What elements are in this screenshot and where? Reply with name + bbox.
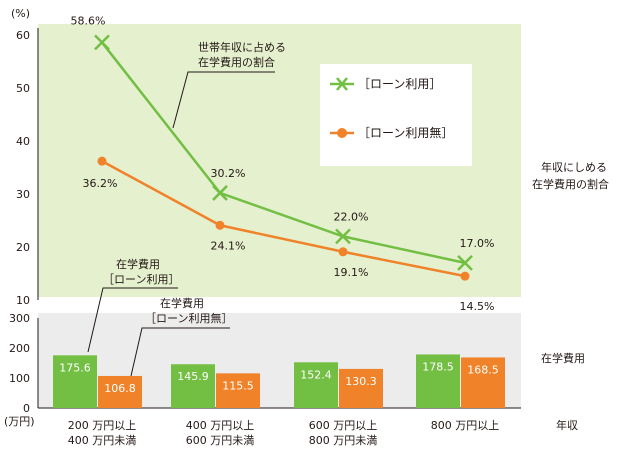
bar-no-loan	[216, 373, 260, 408]
line-loan-label: 17.0%	[460, 237, 495, 250]
bar-side-label: 在学費用	[541, 351, 585, 365]
line-y-tick-label: 30	[16, 188, 30, 201]
bar-callout-no-loan: 在学費用 ［ローン利用無］	[130, 296, 232, 377]
bar-loan-value: 175.6	[59, 361, 91, 374]
line-y-ticks: 60 50 40 30 20 10	[16, 29, 30, 307]
bar-callout-no-loan-line2: ［ローン利用無］	[145, 311, 232, 325]
line-loan-label: 58.6%	[71, 14, 106, 27]
bar-y-tick-label: 300	[9, 312, 30, 325]
x-axis-label: 800 万円未満	[309, 434, 378, 447]
line-callout-leader	[172, 71, 275, 129]
line-loan-label: 30.2%	[211, 167, 246, 180]
bar-loan	[53, 355, 97, 408]
bar-no-loan-value: 168.5	[467, 363, 499, 376]
bar-callout-loan: 在学費用 ［ローン利用］	[87, 257, 179, 353]
legend-cross-icon	[336, 77, 348, 91]
bar-no-loan-value: 106.8	[104, 382, 136, 395]
bar-callout-no-loan-leader	[130, 327, 230, 377]
bar-no-loan	[339, 368, 383, 408]
x-axis-label: 400 万円未満	[68, 434, 137, 447]
line-side-label-2: 在学費用の割合	[532, 177, 609, 191]
line-loan-point	[457, 255, 473, 271]
line-no-loan-label: 36.2%	[83, 177, 118, 190]
x-axis-label: 600 万円以上	[309, 419, 378, 432]
x-axis-label: 800 万円以上	[431, 419, 500, 432]
line-y-unit: (%)	[11, 7, 30, 20]
line-loan-point	[94, 34, 110, 51]
bar-loan	[171, 364, 215, 408]
line-no-loan-point	[460, 271, 470, 281]
legend-label-loan: ［ローン利用］	[358, 77, 441, 91]
bar-y-unit: (万円)	[4, 415, 35, 428]
line-y-tick-label: 20	[16, 241, 30, 254]
line-no-loan-label: 24.1%	[211, 239, 246, 252]
bar-loan	[416, 354, 460, 408]
legend-label-no-loan: ［ローン利用無］	[358, 125, 453, 140]
line-y-tick-label: 10	[16, 294, 30, 307]
line-loan-point	[212, 185, 228, 201]
line-loan	[101, 41, 466, 265]
bar-y-tick-label: 200	[9, 342, 30, 355]
x-axis-title: 年収	[556, 418, 578, 432]
bar-no-loan	[98, 375, 142, 408]
line-no-loan-point	[97, 156, 107, 166]
line-no-loan	[101, 160, 466, 278]
line-y-tick-label: 60	[16, 29, 30, 42]
bar-y-ticks: 300 200 100 0	[9, 312, 30, 415]
bar-callout-loan-line2: ［ローン利用］	[103, 273, 179, 286]
x-axis-labels: 200 万円以上 400 万円未満 400 万円以上 600 万円未満 600 万円以上…	[68, 419, 500, 447]
legend-circle-icon	[337, 128, 347, 138]
bar-loan-value: 178.5	[422, 360, 454, 373]
bar-callout-no-loan-line1: 在学費用	[160, 296, 204, 310]
line-no-loan-label: 14.5%	[460, 300, 495, 313]
line-callout: 世帯年収に占める 在学費用の割合	[172, 40, 286, 129]
line-side-label-1: 年収にしめる	[541, 160, 607, 174]
line-loan-point	[335, 228, 351, 245]
line-no-loan-label: 19.1%	[334, 266, 369, 279]
bar-no-loan-value: 115.5	[222, 379, 254, 392]
bar-loan-value: 145.9	[177, 370, 209, 383]
line-callout-line1: 世帯年収に占める	[198, 40, 286, 54]
bar-loan-value: 152.4	[300, 368, 332, 381]
bar-y-tick-label: 100	[9, 372, 30, 385]
line-series: 58.6% 30.2% 22.0% 17.0% 36.2% 24.1% 19.1% 14.5%	[71, 14, 495, 313]
legend: ［ローン利用］ ［ローン利用無］	[320, 64, 472, 166]
x-axis-label: 600 万円未満	[186, 434, 255, 447]
bar-callout-loan-leader	[87, 287, 178, 353]
x-axis-label: 400 万円以上	[186, 419, 255, 432]
line-y-tick-label: 40	[16, 135, 30, 148]
line-no-loan-point	[215, 220, 225, 230]
bar-callout-loan-line1: 在学費用	[116, 257, 160, 271]
line-no-loan-point	[338, 247, 348, 257]
bar-series: 175.6 145.9 152.4 178.5 106.8 115.5 130.3 168.5	[53, 354, 505, 408]
line-loan-label: 22.0%	[334, 210, 369, 223]
line-y-tick-label: 50	[16, 82, 30, 95]
bar-no-loan	[461, 357, 505, 408]
bar-no-loan-value: 130.3	[345, 375, 377, 388]
bar-y-tick-label: 0	[23, 402, 30, 415]
x-axis-label: 200 万円以上	[68, 419, 137, 432]
bar-loan	[294, 362, 338, 408]
line-callout-line2: 在学費用の割合	[198, 55, 275, 69]
